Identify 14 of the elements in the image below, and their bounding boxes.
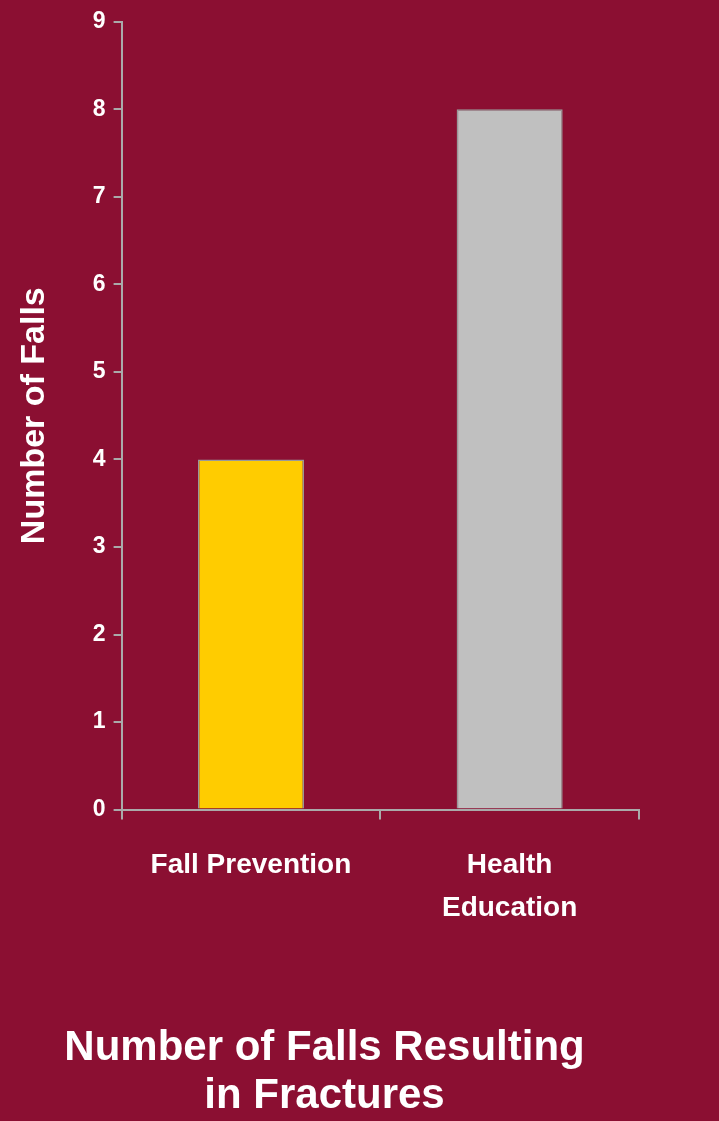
- y-tick-label: 7: [92, 182, 106, 209]
- x-tick-label: Fall Prevention: [150, 848, 352, 880]
- text: Number of Falls Resulting in Fractures: [64, 1022, 585, 1118]
- x-tick-label: Health Education: [441, 848, 578, 923]
- y-tick-label: 2: [92, 619, 106, 646]
- y-tick-label: 5: [92, 357, 106, 384]
- y-tick-label: 8: [92, 94, 106, 121]
- y-axis-title: Number of Falls: [12, 287, 51, 545]
- y-tick-label: 1: [92, 707, 106, 734]
- y-tick-label: 3: [92, 532, 106, 559]
- y-tick-label: 9: [92, 7, 106, 34]
- y-tick-label: 4: [92, 444, 106, 471]
- y-tick-label: 6: [92, 269, 106, 296]
- y-tick-label: 0: [92, 794, 106, 821]
